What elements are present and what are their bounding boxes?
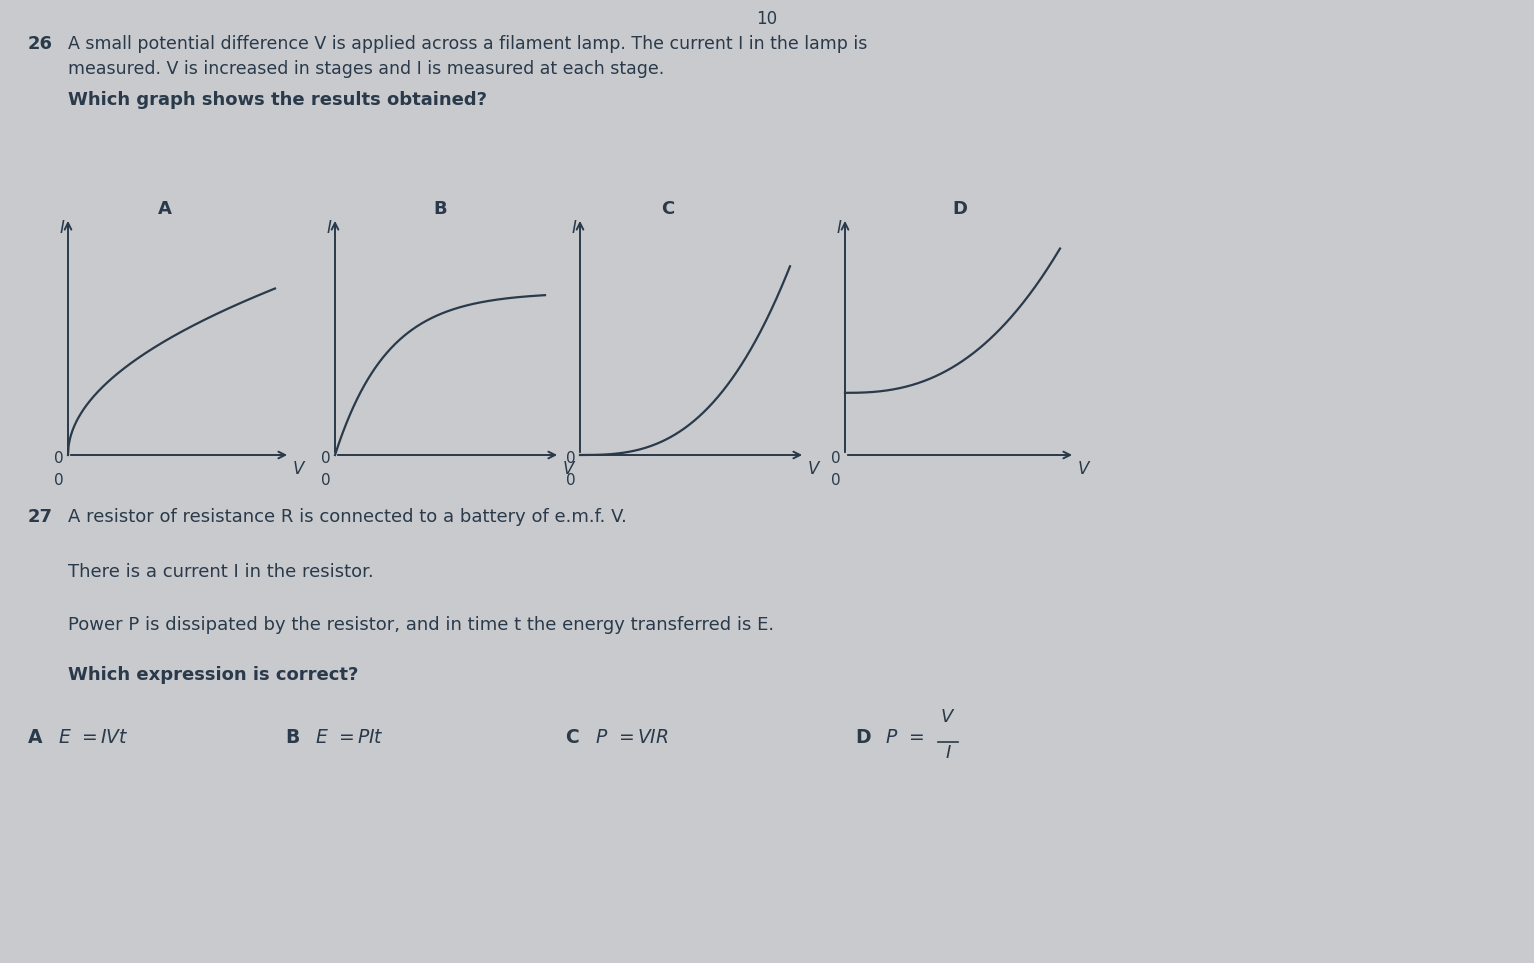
Text: $E$: $E$ — [314, 728, 328, 747]
Text: $PIt$: $PIt$ — [357, 728, 384, 747]
Text: I: I — [571, 219, 575, 237]
Text: =: = — [339, 728, 354, 747]
Text: V: V — [1078, 460, 1089, 478]
Text: There is a current I in the resistor.: There is a current I in the resistor. — [67, 563, 374, 581]
Text: Power P is dissipated by the resistor, and in time t the energy transferred is E: Power P is dissipated by the resistor, a… — [67, 616, 775, 634]
Text: 0: 0 — [831, 473, 841, 488]
Text: $VIR$: $VIR$ — [637, 728, 669, 747]
Text: V: V — [808, 460, 819, 478]
Text: 0: 0 — [566, 451, 575, 466]
Text: A: A — [158, 200, 172, 218]
Text: 27: 27 — [28, 508, 54, 526]
Text: A small potential difference V is applied across a filament lamp. The current I : A small potential difference V is applie… — [67, 35, 867, 53]
Text: $IVt$: $IVt$ — [100, 728, 129, 747]
Text: $I$: $I$ — [945, 744, 951, 762]
Text: I: I — [836, 219, 841, 237]
Text: B: B — [285, 728, 299, 747]
Text: Which graph shows the results obtained?: Which graph shows the results obtained? — [67, 91, 486, 109]
Text: I: I — [60, 219, 64, 237]
Text: $P$: $P$ — [595, 728, 609, 747]
Text: C: C — [661, 200, 675, 218]
Text: 26: 26 — [28, 35, 54, 53]
Text: 10: 10 — [756, 10, 778, 28]
Text: =: = — [81, 728, 98, 747]
Text: D: D — [953, 200, 968, 218]
Text: I: I — [327, 219, 331, 237]
Text: A resistor of resistance R is connected to a battery of e.m.f. V.: A resistor of resistance R is connected … — [67, 508, 627, 526]
Text: 0: 0 — [566, 473, 575, 488]
Text: $V$: $V$ — [940, 708, 956, 726]
Text: 0: 0 — [54, 473, 64, 488]
Text: $P$: $P$ — [885, 728, 899, 747]
Text: A: A — [28, 728, 43, 747]
Text: C: C — [565, 728, 578, 747]
Text: measured. V is increased in stages and I is measured at each stage.: measured. V is increased in stages and I… — [67, 60, 664, 78]
Text: 0: 0 — [322, 451, 331, 466]
Text: 0: 0 — [322, 473, 331, 488]
Text: B: B — [433, 200, 446, 218]
Text: V: V — [293, 460, 304, 478]
Text: $E$: $E$ — [58, 728, 72, 747]
Text: 0: 0 — [831, 451, 841, 466]
Text: =: = — [910, 728, 925, 747]
Text: V: V — [563, 460, 574, 478]
Text: D: D — [854, 728, 871, 747]
Text: =: = — [620, 728, 635, 747]
Text: Which expression is correct?: Which expression is correct? — [67, 666, 359, 684]
Text: 0: 0 — [54, 451, 64, 466]
